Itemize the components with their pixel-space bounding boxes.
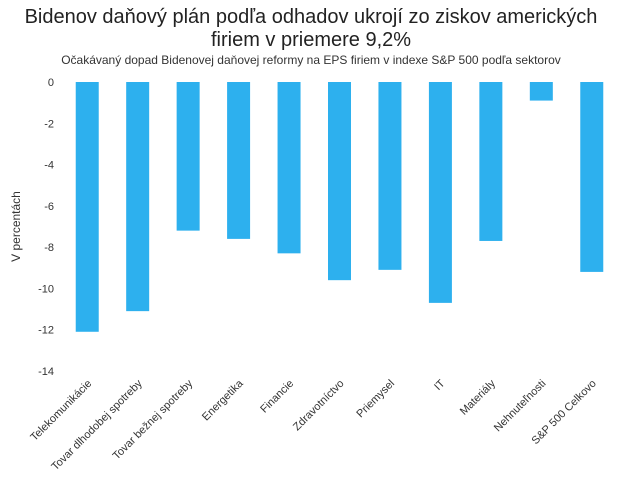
y-tick-label: -10 [38,283,54,295]
x-tick-label: IT [432,377,448,393]
bar [479,82,503,241]
y-axis-label: V percentách [9,191,23,262]
chart-title-text: Bidenov daňový plán podľa odhadov ukrojí… [24,6,598,51]
chart-title: Bidenov daňový plán podľa odhadov ukrojí… [0,6,622,52]
y-axis: 0 -2 -4 -6 -8 -10 -12 -14 V percentách [9,77,54,378]
x-tick-label: Financie [258,378,296,416]
x-tick-label: Energetika [200,377,246,423]
y-tick-label: -14 [38,366,54,378]
y-tick-label: -8 [44,242,54,254]
x-tick-label: Zdravotníctvo [291,378,347,434]
x-tick-label: Materiály [458,377,498,417]
y-tick-label: 0 [48,77,54,89]
chart-subtitle: Očakávaný dopad Bidenovej daňovej reform… [61,53,561,67]
bar [378,82,402,270]
bar [428,82,452,303]
bar [529,82,553,101]
y-tick-label: -6 [44,201,54,213]
bars [75,82,604,332]
bar [277,82,301,254]
y-tick-label: -4 [44,160,54,172]
bar [176,82,200,231]
bar [580,82,604,272]
y-tick-label: -12 [38,325,54,337]
bar [227,82,251,239]
x-tick-label: Nehnuteľnosti [492,378,549,435]
bar [126,82,150,312]
x-tick-label: Tovar dlhodobej spotreby [49,377,145,473]
bar [75,82,99,332]
x-tick-label: Priemysel [354,378,397,421]
bar [328,82,351,281]
y-tick-labels: 0 -2 -4 -6 -8 -10 -12 -14 [38,77,54,378]
y-tick-label: -2 [44,118,54,130]
